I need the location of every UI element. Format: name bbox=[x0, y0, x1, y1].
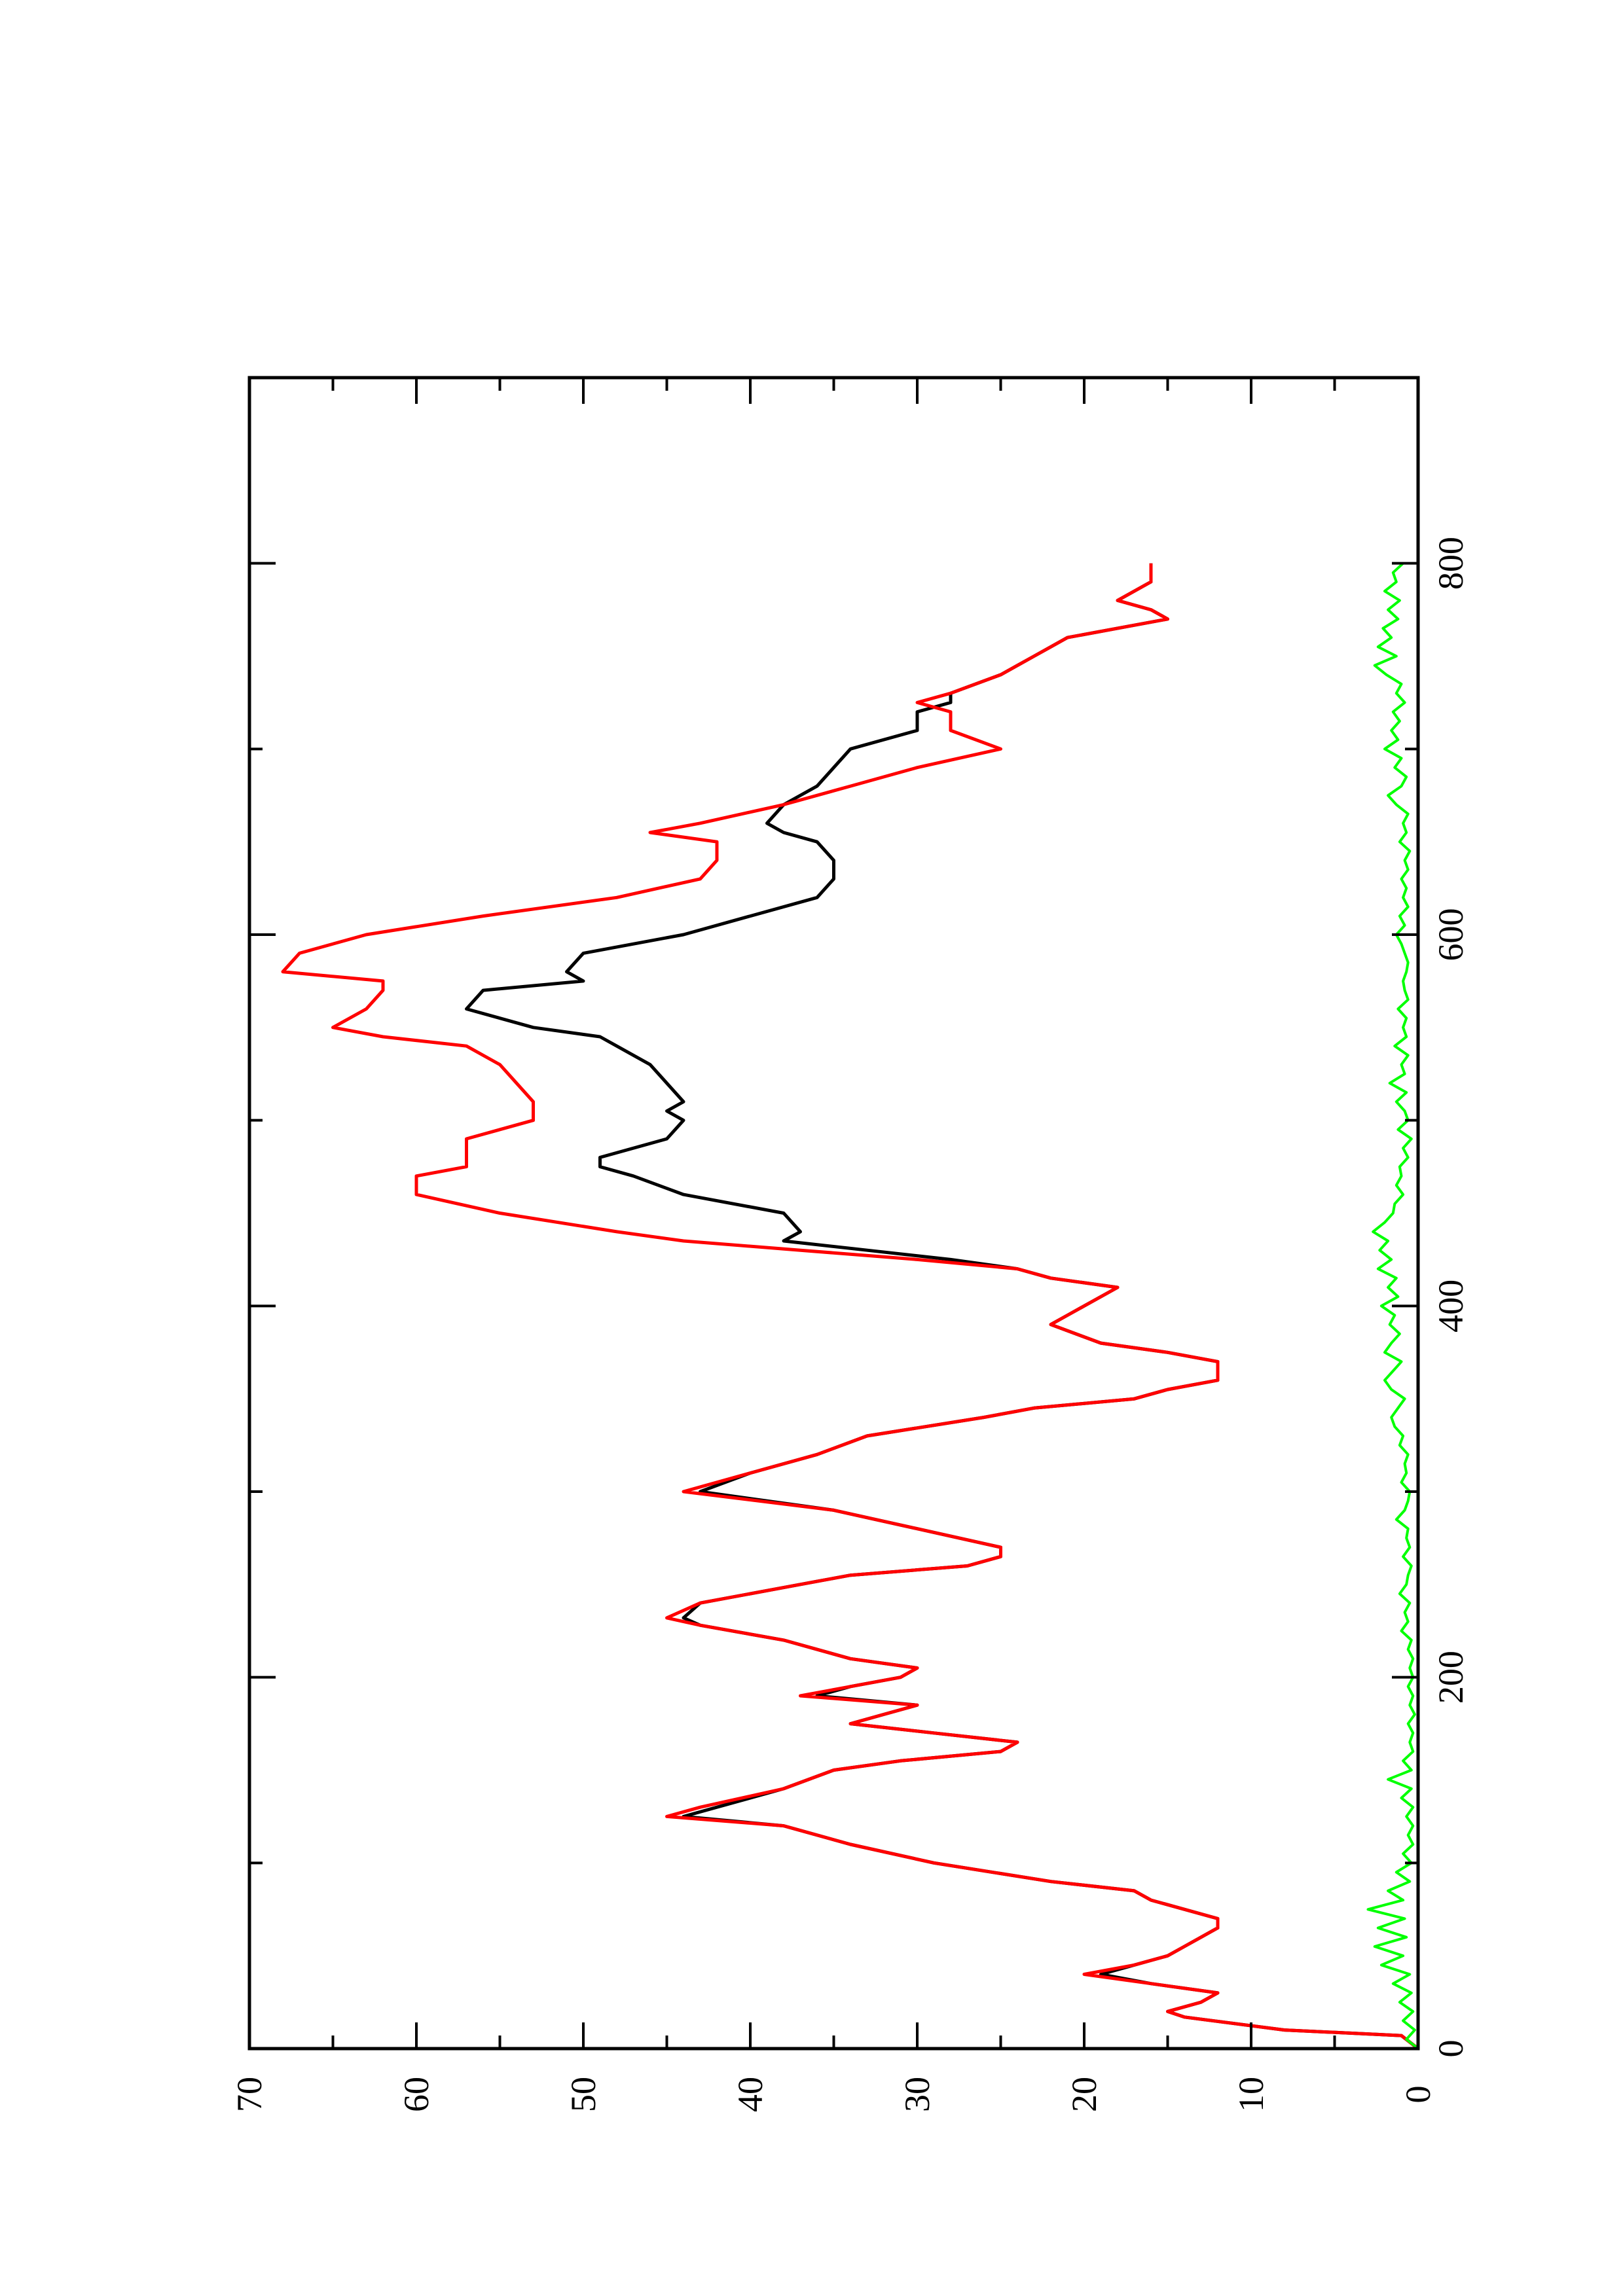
y-tick-label: 0 bbox=[1398, 2086, 1438, 2104]
series-layer bbox=[281, 562, 1419, 2050]
ticks-layer bbox=[248, 376, 1419, 2050]
y-tick-label: 20 bbox=[1065, 2077, 1104, 2112]
y-tick-label: 50 bbox=[564, 2077, 603, 2112]
y-tick-label: 30 bbox=[898, 2077, 937, 2112]
x-tick-label: 600 bbox=[1431, 908, 1470, 961]
series-line-3 bbox=[1366, 562, 1419, 2050]
y-tick-label: 70 bbox=[230, 2077, 269, 2112]
plot-frame bbox=[247, 376, 1420, 2051]
series-line-2 bbox=[281, 563, 1419, 2050]
x-tick-label: 0 bbox=[1431, 2040, 1470, 2058]
y-tick-label: 40 bbox=[731, 2077, 770, 2112]
x-tick-label: 400 bbox=[1431, 1280, 1470, 1333]
tick-labels-layer: 0 200 400 600 800 0 10 20 30 40 50 60 70 bbox=[230, 537, 1470, 2112]
x-tick-label: 800 bbox=[1431, 537, 1470, 590]
x-tick-label: 200 bbox=[1431, 1651, 1470, 1704]
y-tick-label: 60 bbox=[397, 2077, 436, 2112]
y-tick-label: 10 bbox=[1231, 2077, 1271, 2112]
series-line-1 bbox=[465, 563, 1419, 2050]
